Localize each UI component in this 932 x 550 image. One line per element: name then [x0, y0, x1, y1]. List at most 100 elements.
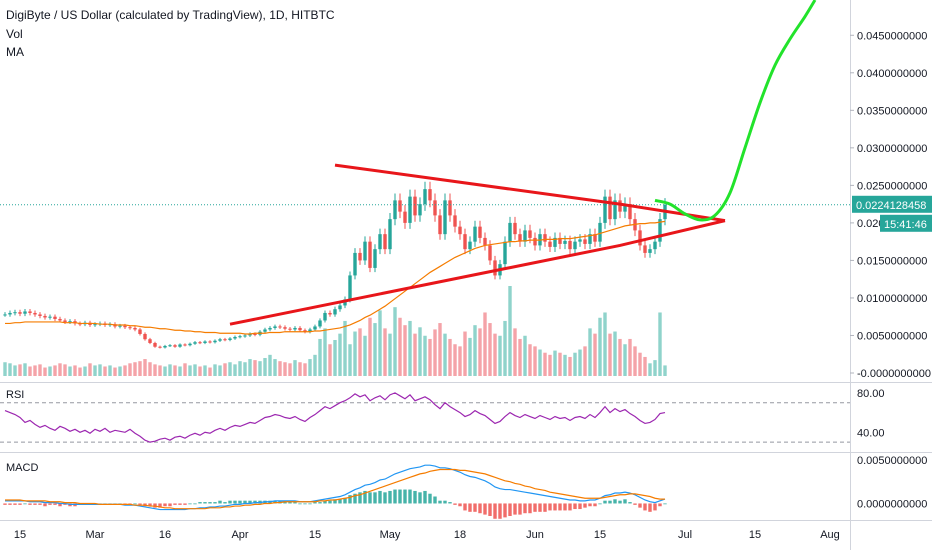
candle-body [528, 230, 532, 238]
candle-body [138, 329, 142, 334]
candle-body [563, 240, 567, 244]
volume-bar [298, 362, 302, 376]
trend-drawings[interactable] [229, 0, 817, 326]
macd-histogram-bar [313, 502, 317, 504]
volume-bar [433, 329, 437, 376]
volume-bar [63, 364, 67, 376]
candle-body [288, 328, 292, 330]
macd-histogram-bar [328, 500, 332, 504]
ma-legend-label: MA [6, 45, 24, 59]
candle-body [23, 311, 27, 314]
volume-bar [343, 320, 347, 376]
volume-bar [48, 366, 52, 376]
macd-histogram-bar [448, 502, 452, 504]
rsi-tick-label: 80.00 [857, 388, 885, 400]
candle-body [8, 312, 12, 315]
macd-histogram-bar [608, 500, 612, 504]
macd-histogram-bar [163, 503, 167, 507]
price-tick-label: 0.0450000000 [857, 30, 927, 42]
candle-body [228, 338, 232, 340]
candle-body [433, 200, 437, 216]
macd-histogram-bar [488, 503, 492, 516]
macd-histogram-bar [218, 500, 222, 504]
current-price-tag [852, 195, 932, 213]
candle-body [233, 336, 237, 339]
candle-body [13, 312, 17, 314]
macd-histogram-bar [413, 490, 417, 504]
volume-bar [653, 360, 657, 376]
volume-bar [68, 366, 72, 376]
volume-bar [583, 346, 587, 376]
candle-body [518, 234, 522, 242]
macd-histogram-bar [43, 503, 47, 507]
volume-bar [648, 363, 652, 376]
volume-bar [468, 337, 472, 376]
candle-body [203, 341, 207, 343]
candle-body [118, 325, 122, 327]
macd-pane-title: MACD [6, 462, 38, 474]
candle-body [623, 204, 627, 212]
macd-histogram-bar [183, 503, 187, 505]
volume-bar [88, 363, 92, 376]
volume-bar [148, 362, 152, 376]
volume-bar [138, 361, 142, 376]
macd-histogram-bar [353, 493, 357, 504]
macd-histogram-bar [598, 503, 602, 505]
volume-bar [118, 366, 122, 376]
volume-bar [513, 328, 517, 376]
price-tick-label: 0.0300000000 [857, 143, 927, 155]
rsi-line [4, 392, 666, 443]
candle-body [308, 329, 312, 332]
candle-body [453, 215, 457, 227]
candle-body [318, 320, 322, 327]
volume-bar [493, 333, 497, 376]
volume-bar [93, 365, 97, 376]
macd-histogram-bar [628, 502, 632, 504]
volume-bar [633, 346, 637, 376]
macd-histogram-bar [33, 503, 37, 505]
macd-histogram-bar [53, 503, 57, 505]
candle-body [123, 325, 127, 328]
volume-bar [528, 344, 532, 376]
volume-bar [638, 352, 642, 376]
volume-bar [613, 331, 617, 376]
candle-body [243, 335, 247, 337]
macd-histogram-bar [168, 503, 172, 507]
volume-bar [573, 352, 577, 376]
candle-body [303, 330, 307, 332]
macd-histogram-bar [248, 500, 252, 504]
candle-body [133, 327, 137, 330]
volume-bar [368, 317, 372, 376]
candle-body [173, 345, 177, 347]
time-tick-label: Apr [231, 529, 248, 541]
volume-bar [258, 361, 262, 376]
volume-bar [428, 338, 432, 376]
volume-bar [488, 323, 492, 376]
volume-bar [283, 362, 287, 376]
candle-body [468, 241, 472, 250]
macd-histogram-bar [63, 503, 67, 505]
candle-body [508, 222, 512, 242]
macd-histogram-bar [348, 495, 352, 504]
macd-histogram-bar [653, 503, 657, 511]
volume-bar [303, 363, 307, 376]
macd-histogram-bar [288, 502, 292, 504]
candle-body [578, 239, 582, 242]
macd-histogram-bar [58, 503, 62, 507]
volume-bar [318, 338, 322, 376]
candle-body [38, 314, 42, 316]
macd-histogram-bar [293, 502, 297, 504]
candle-body [608, 196, 612, 220]
macd-histogram-bar [383, 492, 387, 504]
candle-body [648, 249, 652, 253]
macd-histogram-bar [203, 502, 207, 504]
candle-body [128, 327, 132, 329]
macd-histogram-bar [148, 503, 152, 507]
candle-body [48, 316, 52, 318]
volume-bar [173, 365, 177, 376]
volume-bar [253, 360, 257, 376]
candle-body [593, 234, 597, 242]
macd-histogram-bar [583, 503, 587, 508]
candle-body [378, 234, 382, 250]
